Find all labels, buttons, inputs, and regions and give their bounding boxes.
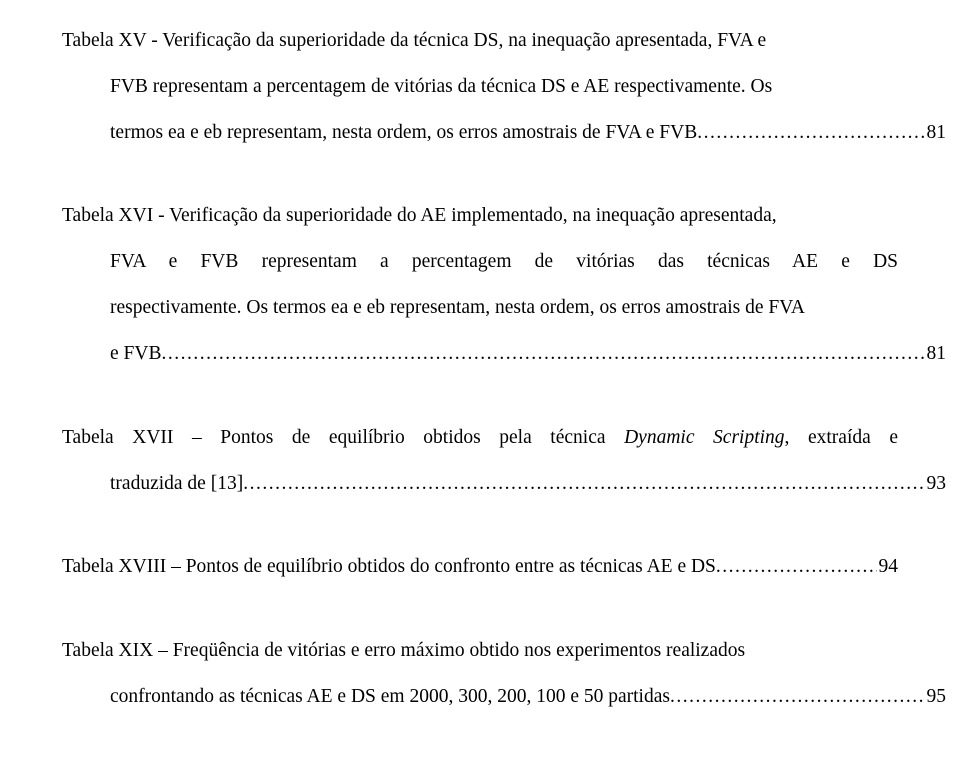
toc-entry: Tabela XVI - Verificação da superioridad… [62,193,898,376]
toc-line: Tabela XIX – Freqüência de vitórias e er… [62,628,898,674]
toc-text: Tabela XVIII – Pontos de equilíbrio obti… [62,544,716,590]
page-number: 95 [925,674,947,720]
leader-dots: ........................................… [243,461,924,507]
toc-line-with-page: termos ea e eb representam, nesta ordem,… [110,110,946,156]
leader-dots: ........................................… [161,331,924,377]
page-number: 81 [925,331,947,377]
toc-line-with-page: traduzida de [13] ......................… [110,461,946,507]
toc-text: confrontando as técnicas AE e DS em 2000… [110,674,670,720]
document-page: Tabela XV - Verificação da superioridade… [0,0,960,720]
toc-line: FVA e FVB representam a percentagem de v… [110,239,898,285]
page-number: 81 [925,110,947,156]
toc-line: Tabela XVI - Verificação da superioridad… [62,193,898,239]
toc-text-part: Tabela XVII – Pontos de equilíbrio obtid… [62,427,624,448]
toc-entry: Tabela XVIII – Pontos de equilíbrio obti… [62,544,898,590]
toc-line: Tabela XVII – Pontos de equilíbrio obtid… [62,415,898,461]
toc-text-part: , extraída e [785,427,898,448]
toc-line: respectivamente. Os termos ea e eb repre… [110,285,898,331]
page-number: 94 [877,544,899,590]
toc-line-with-page: Tabela XVIII – Pontos de equilíbrio obti… [62,544,898,590]
page-number: 93 [925,461,947,507]
toc-text-italic: Dynamic Scripting [624,427,784,448]
toc-text: e FVB [110,331,161,377]
toc-line: Tabela XV - Verificação da superioridade… [62,18,898,64]
toc-line-with-page: confrontando as técnicas AE e DS em 2000… [110,674,946,720]
toc-entry: Tabela XIX – Freqüência de vitórias e er… [62,628,898,720]
toc-line-with-page: e FVB ..................................… [110,331,946,377]
leader-dots: ........................................… [716,544,877,590]
leader-dots: ........................................… [697,110,924,156]
toc-entry: Tabela XV - Verificação da superioridade… [62,18,898,155]
toc-text: traduzida de [13] [110,461,243,507]
toc-line: FVB representam a percentagem de vitória… [110,64,898,110]
toc-text: termos ea e eb representam, nesta ordem,… [110,110,697,156]
leader-dots: ........................................… [670,674,925,720]
toc-entry: Tabela XVII – Pontos de equilíbrio obtid… [62,415,898,507]
